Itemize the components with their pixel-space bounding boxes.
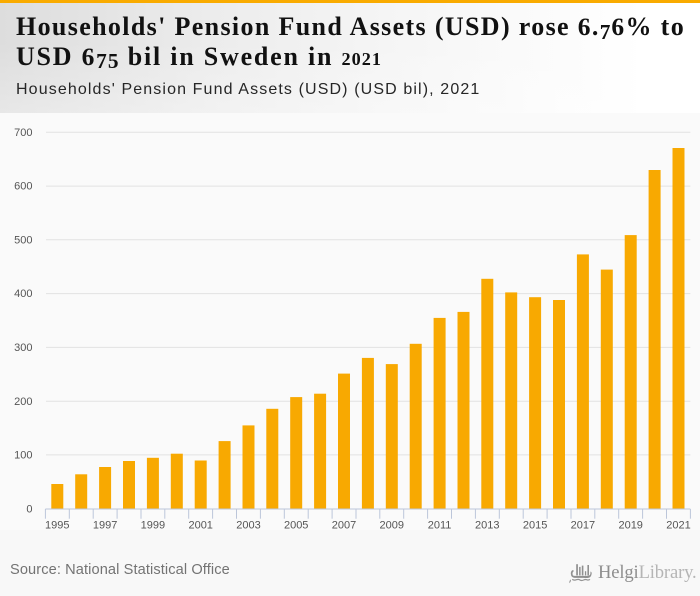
svg-text:1999: 1999 [141,520,165,532]
svg-text:0: 0 [26,503,32,515]
svg-text:2007: 2007 [332,520,356,532]
svg-text:1997: 1997 [93,520,117,532]
svg-text:2003: 2003 [236,520,260,532]
svg-text:2001: 2001 [188,520,212,532]
svg-text:2017: 2017 [571,520,595,532]
svg-text:2015: 2015 [523,520,547,532]
svg-text:1995: 1995 [45,520,69,532]
svg-text:2013: 2013 [475,520,499,532]
svg-text:300: 300 [14,342,32,354]
svg-text:2019: 2019 [618,520,642,532]
svg-text:600: 600 [14,181,32,193]
svg-text:500: 500 [14,234,32,246]
svg-text:700: 700 [14,127,32,139]
svg-text:400: 400 [14,288,32,300]
svg-text:2009: 2009 [380,520,404,532]
svg-text:2005: 2005 [284,520,308,532]
svg-text:2011: 2011 [428,520,452,532]
svg-text:2021: 2021 [666,520,690,532]
svg-text:100: 100 [14,450,32,462]
svg-text:200: 200 [14,396,32,408]
